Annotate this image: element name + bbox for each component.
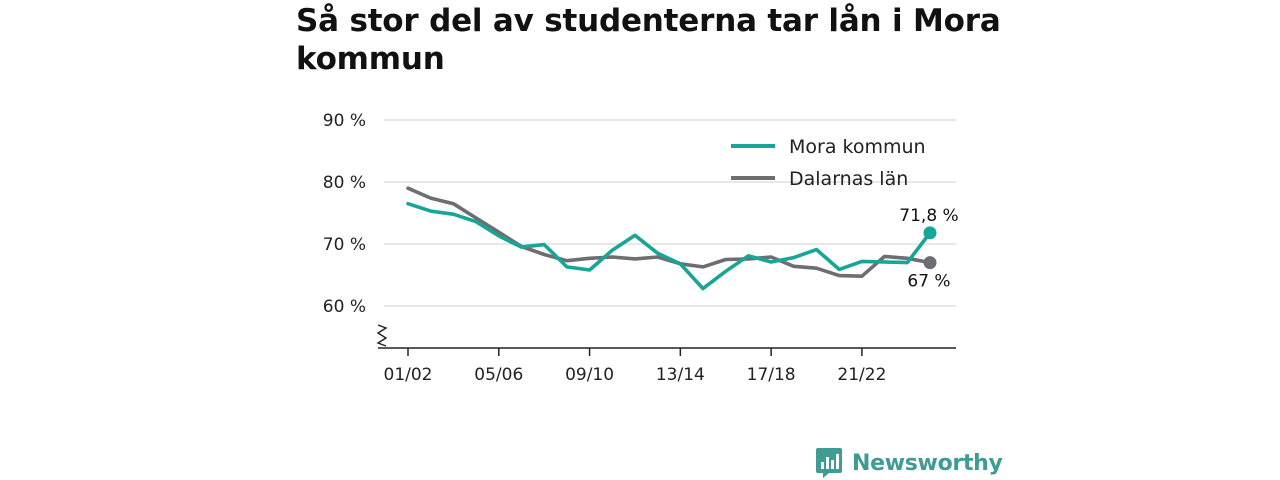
chart-title: Så stor del av studenterna tar lån i Mor… <box>296 3 1001 77</box>
newsworthy-chart-icon <box>816 448 842 478</box>
y-axis-ticks: 60 % 70 % 80 % 90 % <box>323 111 366 317</box>
x-tick-label: 17/18 <box>747 365 796 385</box>
x-tick-label: 09/10 <box>565 365 614 385</box>
x-tick-label: 13/14 <box>656 365 705 385</box>
y-axis-break-icon <box>376 324 388 347</box>
series-line-mora <box>406 201 932 291</box>
gridlines <box>384 119 956 307</box>
series-line-dalarna <box>406 186 932 279</box>
y-tick-label: 60 % <box>323 297 366 317</box>
x-tick-label: 21/22 <box>837 365 886 385</box>
y-tick-label: 80 % <box>323 173 366 193</box>
x-tick-label: 01/02 <box>384 365 433 385</box>
y-tick-label: 70 % <box>323 235 366 255</box>
legend-label: Mora kommun <box>789 136 926 158</box>
end-point-dalarna <box>923 256 937 270</box>
end-label-mora: 71,8 % <box>899 206 958 226</box>
x-tick-label: 05/06 <box>474 365 523 385</box>
brand-name: Newsworthy <box>852 450 1003 476</box>
x-axis: 01/02 05/06 09/10 13/14 17/18 21/22 <box>376 324 956 385</box>
line-chart: 60 % 70 % 80 % 90 % 01/02 05/06 09/10 13/14 17/… <box>323 111 959 385</box>
legend: Mora kommun Dalarnas län <box>731 136 926 190</box>
end-label-dalarna: 67 % <box>907 272 950 292</box>
y-tick-label: 90 % <box>323 111 366 131</box>
brand-logo: Newsworthy <box>815 446 1003 480</box>
end-point-mora <box>923 226 937 240</box>
end-labels: 71,8 % 67 % <box>899 206 958 292</box>
series-lines <box>406 186 937 291</box>
legend-label: Dalarnas län <box>789 168 908 190</box>
